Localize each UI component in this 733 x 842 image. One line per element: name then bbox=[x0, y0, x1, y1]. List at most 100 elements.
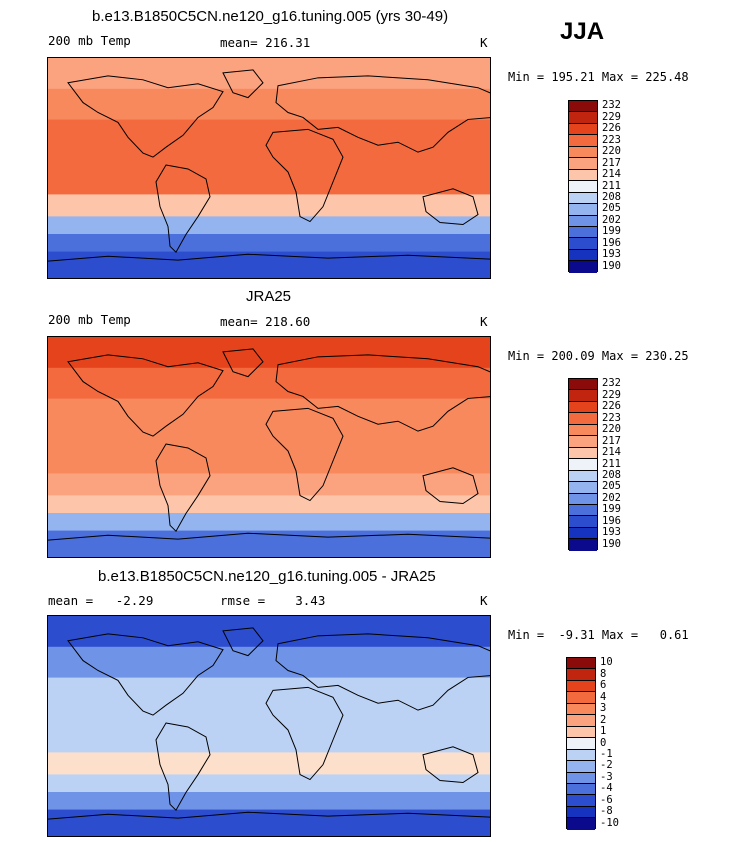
season-label: JJA bbox=[560, 18, 605, 45]
colorbar-swatch bbox=[569, 424, 597, 437]
colorbar-tick-label: 208 bbox=[602, 468, 621, 481]
colorbar-swatch bbox=[569, 226, 597, 239]
colorbar-tick-label: -2 bbox=[600, 759, 613, 772]
panel3-left-label: mean = -2.29 bbox=[48, 593, 154, 608]
map-field-band bbox=[48, 646, 490, 679]
colorbar-tick-label: 202 bbox=[602, 491, 621, 504]
colorbar-swatch bbox=[569, 249, 597, 262]
colorbar-swatch bbox=[567, 726, 595, 739]
coastline bbox=[422, 188, 479, 225]
coastline bbox=[265, 407, 344, 502]
colorbar-swatch bbox=[567, 749, 595, 762]
colorbar-swatch bbox=[569, 261, 597, 273]
colorbar-swatch bbox=[567, 703, 595, 716]
colorbar-tick-label: 208 bbox=[602, 190, 621, 203]
colorbar-swatch bbox=[569, 539, 597, 551]
colorbar-swatch bbox=[569, 516, 597, 528]
colorbar-tick-label: 3 bbox=[600, 702, 607, 715]
colorbar-tick-label: 2 bbox=[600, 713, 607, 726]
colorbar-tick-label: -8 bbox=[600, 805, 613, 818]
panel2-minmax: Min = 200.09 Max = 230.25 bbox=[508, 349, 689, 363]
colorbar-tick-label: 220 bbox=[602, 423, 621, 436]
colorbar-tick-label: 4 bbox=[600, 690, 607, 703]
colorbar-tick-label: -6 bbox=[600, 793, 613, 806]
colorbar-swatch bbox=[567, 715, 595, 727]
panel2-units: K bbox=[480, 314, 488, 329]
coastline bbox=[67, 633, 224, 716]
colorbar-tick-label: 217 bbox=[602, 156, 621, 169]
coastline bbox=[265, 686, 344, 781]
colorbar-tick-label: 229 bbox=[602, 388, 621, 401]
panel1-units: K bbox=[480, 35, 488, 50]
colorbar-tick-label: 190 bbox=[602, 259, 621, 272]
colorbar-tick-label: -1 bbox=[600, 747, 613, 760]
colorbar-swatch bbox=[569, 401, 597, 414]
map-field-band bbox=[48, 216, 490, 235]
colorbar-tick-label: -4 bbox=[600, 782, 613, 795]
coastline bbox=[275, 75, 490, 153]
colorbar-swatch bbox=[569, 447, 597, 460]
panel2-map bbox=[47, 336, 491, 558]
colorbar-tick-label: 196 bbox=[602, 514, 621, 527]
map-field-band bbox=[48, 495, 490, 514]
coastline bbox=[155, 722, 211, 812]
colorbar-tick-label: 202 bbox=[602, 213, 621, 226]
panel1-left-label: 200 mb Temp bbox=[48, 33, 131, 48]
colorbar-tick-label: 217 bbox=[602, 434, 621, 447]
map-field-band bbox=[48, 774, 490, 793]
panel3-minmax: Min = -9.31 Max = 0.61 bbox=[508, 628, 689, 642]
panel1-map bbox=[47, 57, 491, 279]
colorbar-tick-label: 199 bbox=[602, 503, 621, 516]
map-field-band bbox=[48, 513, 490, 532]
colorbar-tick-label: 223 bbox=[602, 133, 621, 146]
colorbar-tick-label: 1 bbox=[600, 725, 607, 738]
colorbar-tick-label: 214 bbox=[602, 446, 621, 459]
map-field-band bbox=[48, 792, 490, 811]
colorbar-tick-label: 193 bbox=[602, 248, 621, 261]
colorbar-swatch bbox=[569, 158, 597, 170]
panel1-title: b.e13.B1850C5CN.ne120_g16.tuning.005 (yr… bbox=[92, 8, 449, 25]
coastline bbox=[275, 354, 490, 432]
colorbar-swatch bbox=[569, 181, 597, 193]
colorbar-tick-label: 196 bbox=[602, 236, 621, 249]
colorbar-swatch bbox=[569, 238, 597, 250]
colorbar-swatch bbox=[567, 772, 595, 784]
colorbar-swatch bbox=[569, 493, 597, 505]
panel2-colorbar bbox=[568, 378, 598, 551]
colorbar-swatch bbox=[567, 738, 595, 750]
colorbar-swatch bbox=[569, 413, 597, 425]
coastline bbox=[422, 746, 479, 783]
panel3-colorbar-labels: 10 8 6 4 3 2 1 0 -1 -2 -3 -4 -6 -8 -10 bbox=[600, 657, 640, 829]
colorbar-swatch bbox=[567, 761, 595, 773]
panel3-map bbox=[47, 615, 491, 837]
colorbar-tick-label: 214 bbox=[602, 168, 621, 181]
panel3-center-label: rmse = 3.43 bbox=[220, 593, 326, 608]
coastline bbox=[422, 467, 479, 504]
colorbar-tick-label: 8 bbox=[600, 667, 607, 680]
colorbar-swatch bbox=[567, 806, 595, 819]
coastline bbox=[275, 633, 490, 711]
colorbar-swatch bbox=[569, 192, 597, 205]
colorbar-swatch bbox=[567, 818, 595, 830]
colorbar-swatch bbox=[569, 135, 597, 147]
colorbar-tick-label: 10 bbox=[600, 656, 613, 669]
coastline bbox=[155, 443, 211, 533]
coastline bbox=[265, 128, 344, 223]
map-field-band bbox=[48, 58, 490, 90]
coastline bbox=[155, 164, 211, 254]
map-field-band bbox=[48, 677, 490, 753]
colorbar-swatch bbox=[567, 783, 595, 796]
colorbar-tick-label: 205 bbox=[602, 202, 621, 215]
colorbar-tick-label: 226 bbox=[602, 400, 621, 413]
colorbar-swatch bbox=[569, 504, 597, 517]
panel2-center-label: mean= 218.60 bbox=[220, 314, 311, 329]
coastline bbox=[48, 811, 490, 820]
colorbar-swatch bbox=[569, 436, 597, 448]
colorbar-swatch bbox=[569, 146, 597, 159]
map-field-band bbox=[48, 367, 490, 400]
colorbar-swatch bbox=[569, 390, 597, 402]
panel3-units: K bbox=[480, 593, 488, 608]
coastline bbox=[222, 627, 264, 657]
colorbar-swatch bbox=[569, 470, 597, 483]
colorbar-swatch bbox=[569, 482, 597, 494]
